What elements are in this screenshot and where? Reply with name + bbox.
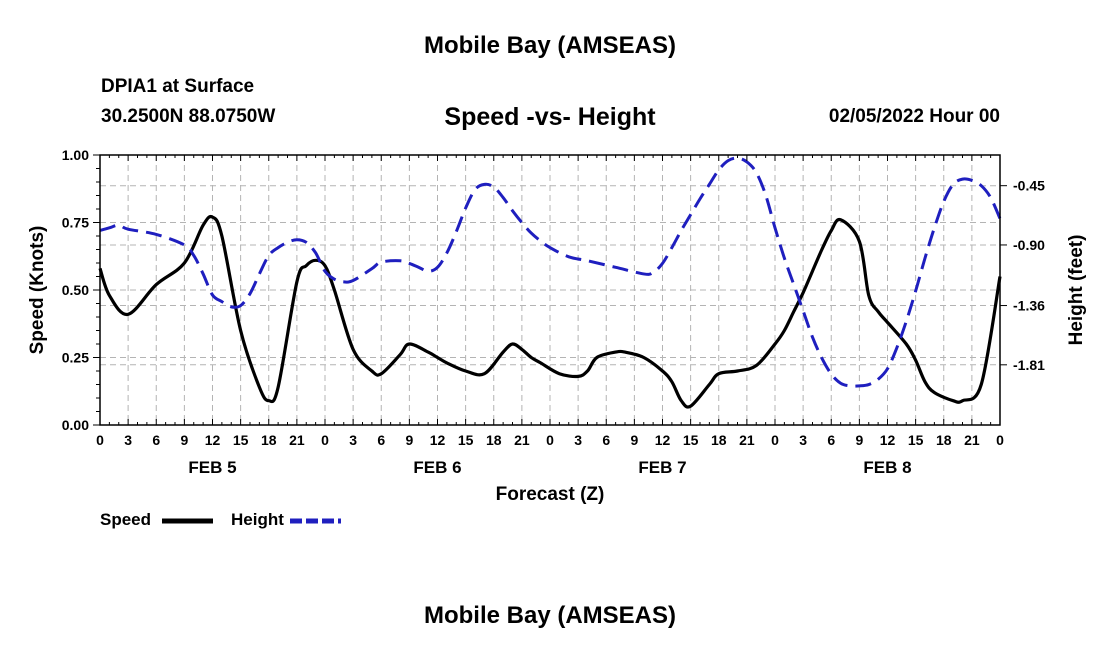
x-tick-label: 6: [377, 432, 385, 448]
page-title: Mobile Bay (AMSEAS): [423, 32, 677, 59]
legend: Speed Height: [100, 510, 341, 529]
x-tick-label: 18: [711, 432, 727, 448]
legend-height-label: Height: [231, 510, 284, 529]
tick-layer: 0 3 6 9 12 15 18 21 0 3 6 9 12 15 18 21 0 3 6 9 12 15 18 21 0 3 6 9…: [62, 147, 1045, 477]
x-tick-label: 3: [574, 432, 582, 448]
station-name: DPIA1 at Surface: [101, 76, 255, 97]
y-tick-label: 0.00: [62, 417, 89, 433]
x-tick-label: 21: [739, 432, 755, 448]
x-tick-label: 12: [430, 432, 446, 448]
x-tick-label: 0: [996, 432, 1004, 448]
x-tick-label: 18: [936, 432, 952, 448]
x-tick-label: 6: [827, 432, 835, 448]
day-label: FEB 7: [638, 458, 686, 477]
y-tick-label: 0.50: [62, 282, 89, 298]
x-tick-label: 15: [683, 432, 699, 448]
forecast-datetime: 02/05/2022 Hour 00: [828, 106, 1000, 127]
x-tick-label: 15: [233, 432, 249, 448]
x-tick-label: 15: [458, 432, 474, 448]
y2-tick-label: -1.36: [1013, 298, 1045, 314]
x-tick-label: 6: [602, 432, 610, 448]
x-axis-label: Forecast (Z): [496, 484, 605, 505]
speed-series: [98, 214, 1002, 409]
day-label: FEB 8: [863, 458, 911, 477]
x-tick-label: 18: [261, 432, 277, 448]
x-tick-label: 3: [799, 432, 807, 448]
y2-tick-label: -0.90: [1013, 237, 1045, 253]
x-tick-label: 12: [205, 432, 221, 448]
x-tick-label: 9: [855, 432, 863, 448]
y2-tick-label: -1.81: [1013, 357, 1045, 373]
y-tick-label: 1.00: [62, 147, 89, 163]
x-tick-label: 15: [908, 432, 924, 448]
x-tick-label: 21: [964, 432, 980, 448]
x-tick-label: 18: [486, 432, 502, 448]
x-tick-label: 0: [321, 432, 329, 448]
x-tick-label: 12: [655, 432, 671, 448]
x-tick-label: 3: [349, 432, 357, 448]
x-tick-label: 0: [96, 432, 104, 448]
legend-speed-label: Speed: [100, 510, 151, 529]
y-tick-label: 0.25: [62, 350, 89, 366]
x-tick-label: 9: [630, 432, 638, 448]
page-title-repeat: Mobile Bay (AMSEAS): [423, 602, 677, 629]
x-tick-label: 6: [152, 432, 160, 448]
x-tick-label: 9: [180, 432, 188, 448]
x-tick-label: 9: [405, 432, 413, 448]
station-coords: 30.2500N 88.0750W: [101, 106, 276, 127]
x-tick-label: 0: [546, 432, 554, 448]
x-tick-label: 0: [771, 432, 779, 448]
height-series-line: [99, 156, 1002, 388]
day-label: FEB 5: [188, 458, 236, 477]
x-tick-label: 21: [289, 432, 305, 448]
day-label: FEB 6: [413, 458, 461, 477]
x-tick-label: 21: [514, 432, 530, 448]
x-tick-label: 12: [880, 432, 896, 448]
speed-series-line: [98, 214, 1002, 409]
y-axis-label: Speed (Knots): [27, 226, 48, 355]
y2-tick-label: -0.45: [1013, 178, 1045, 194]
axis-labels: Speed -vs- Height Forecast (Z) Speed (Kn…: [27, 103, 1087, 505]
height-series: [99, 156, 1002, 388]
y2-axis-label: Height (feet): [1066, 235, 1087, 346]
x-tick-label: 3: [124, 432, 132, 448]
y-tick-label: 0.75: [62, 215, 89, 231]
chart-title: Speed -vs- Height: [444, 103, 656, 131]
